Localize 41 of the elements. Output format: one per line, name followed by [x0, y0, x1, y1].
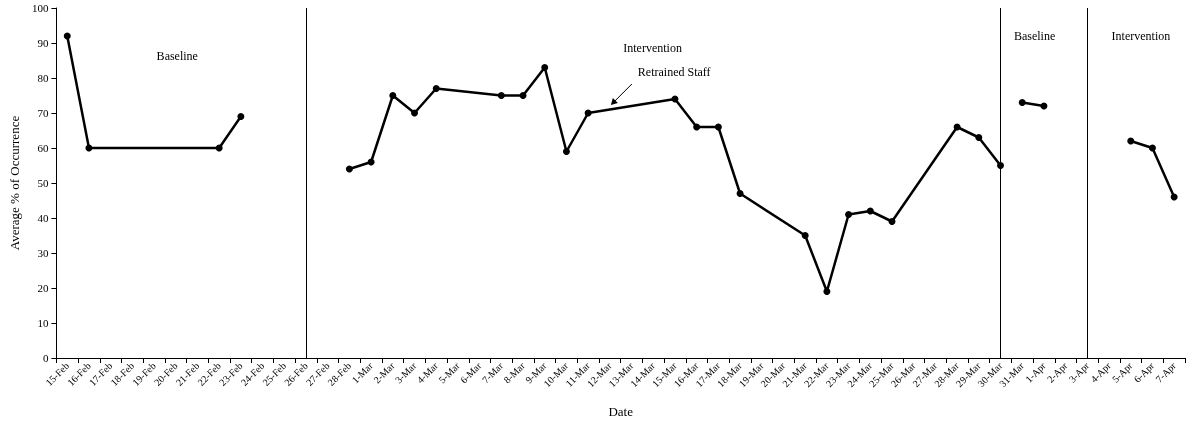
point	[736, 190, 744, 197]
y-tick-label: 0	[42, 352, 49, 364]
point	[497, 92, 505, 99]
point	[562, 148, 570, 155]
y-tick-label: 90	[37, 37, 49, 49]
point	[1148, 144, 1156, 152]
point	[345, 165, 353, 173]
point	[975, 134, 983, 141]
point	[63, 32, 71, 40]
y-tick-label: 80	[37, 72, 49, 84]
annotation: Intervention	[623, 41, 682, 55]
point	[215, 144, 223, 152]
annotation: Baseline	[1013, 29, 1056, 43]
y-tick-label: 30	[37, 247, 49, 259]
point	[519, 92, 527, 99]
point	[541, 64, 549, 71]
annotation: Baseline	[156, 49, 198, 63]
annotation: Retrained Staff	[637, 65, 711, 79]
point	[693, 123, 701, 131]
y-tick-label: 20	[37, 282, 49, 294]
point	[389, 92, 397, 99]
annotation: Intervention	[1111, 29, 1171, 43]
point	[801, 232, 809, 239]
y-axis-title: Average % of Occurrence	[7, 115, 22, 251]
x-axis-title: Date	[608, 404, 634, 419]
point	[237, 113, 245, 120]
y-tick-label: 40	[37, 212, 49, 224]
point	[1018, 99, 1026, 106]
point	[888, 218, 896, 225]
y-tick-label: 100	[31, 2, 49, 14]
y-tick-label: 10	[37, 317, 49, 329]
point	[432, 85, 440, 92]
y-tick-label: 50	[37, 177, 49, 189]
point	[823, 288, 831, 295]
point	[866, 207, 874, 215]
point	[845, 211, 853, 218]
point	[714, 123, 722, 131]
point	[1127, 137, 1135, 145]
point	[411, 109, 419, 117]
y-tick-label: 60	[37, 142, 49, 154]
y-tick-label: 70	[37, 107, 49, 119]
